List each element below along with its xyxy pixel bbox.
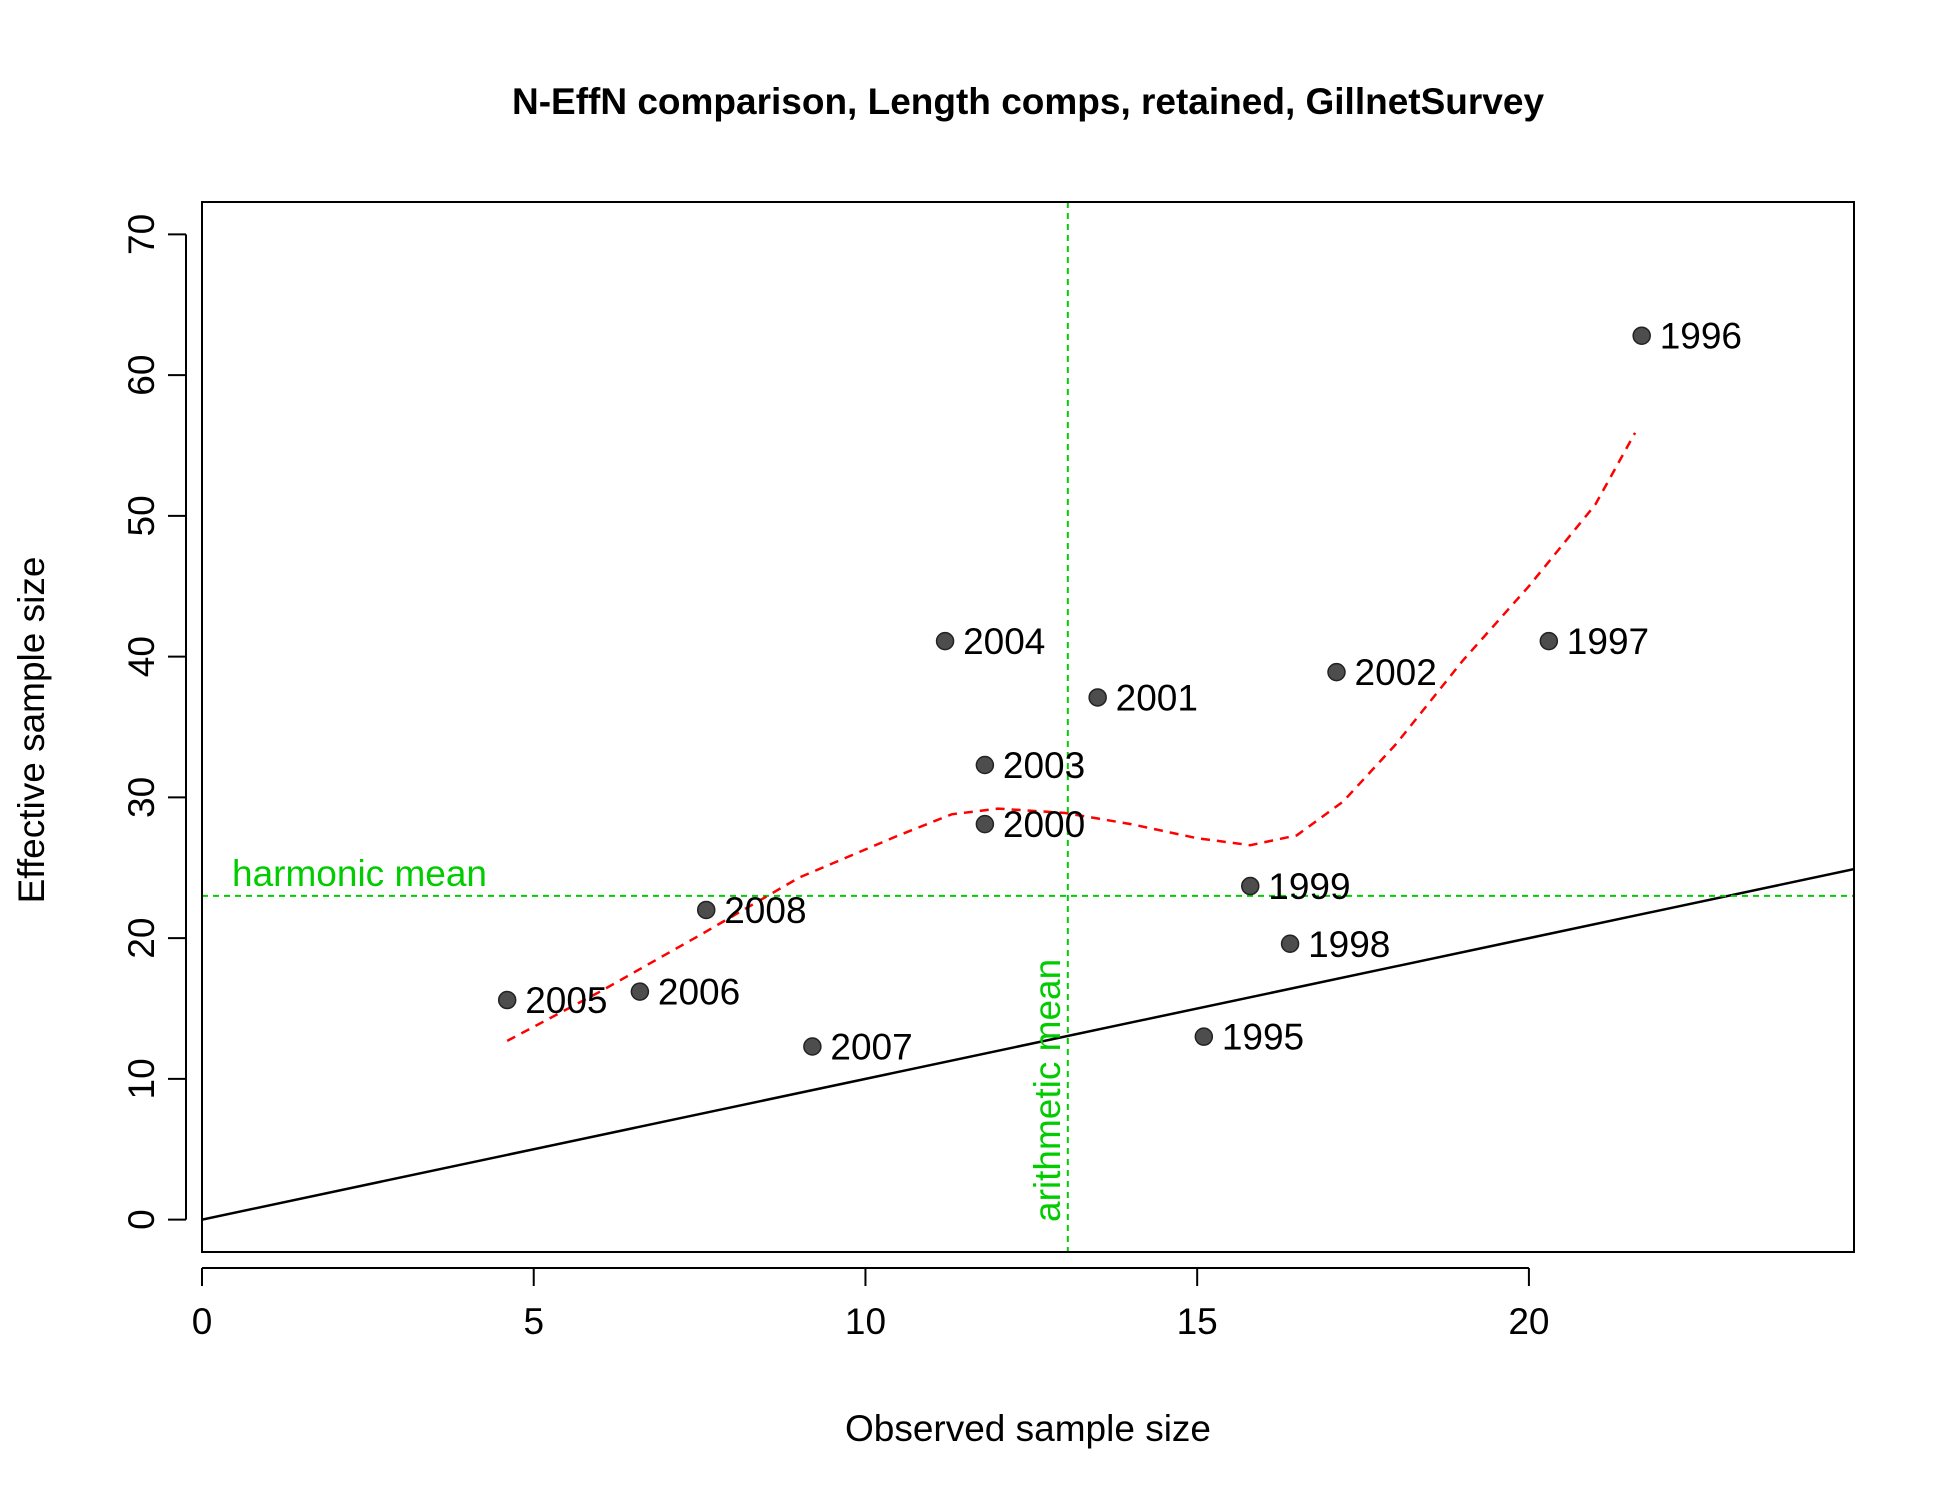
- x-tick-label: 5: [523, 1301, 544, 1342]
- data-point-2002: [1327, 662, 1346, 682]
- arithmetic-mean-label: arithmetic mean: [1027, 959, 1068, 1222]
- point-label-2008: 2008: [724, 890, 806, 931]
- data-point-2000: [975, 814, 995, 834]
- y-tick-label: 60: [121, 355, 162, 396]
- point-label-2005: 2005: [525, 980, 607, 1021]
- point-label-2003: 2003: [1003, 745, 1085, 786]
- y-tick-label: 70: [121, 214, 162, 255]
- y-tick-label: 40: [121, 636, 162, 677]
- data-point-2001: [1088, 688, 1107, 707]
- data-point-1995: [1194, 1027, 1214, 1046]
- data-point-2005: [497, 990, 517, 1010]
- point-label-1997: 1997: [1567, 621, 1649, 662]
- point-label-2004: 2004: [963, 621, 1045, 662]
- data-point-2007: [803, 1037, 822, 1056]
- x-tick-label: 10: [845, 1301, 886, 1342]
- data-point-2006: [630, 982, 650, 1001]
- harmonic-mean-label: harmonic mean: [232, 853, 487, 894]
- point-label-2001: 2001: [1116, 677, 1198, 718]
- data-point-1996: [1632, 326, 1651, 345]
- identity-line: [202, 867, 1854, 1221]
- x-tick-label: 0: [192, 1301, 213, 1342]
- data-point-2004: [935, 631, 955, 651]
- data-point-1997: [1539, 631, 1559, 651]
- y-tick-label: 50: [121, 495, 162, 536]
- reference-lines: [202, 202, 1854, 1252]
- data-marks: harmonic mean arithmetic mean 1995 1996 1997…: [232, 316, 1742, 1222]
- y-tick-label: 0: [121, 1209, 162, 1230]
- y-tick-label: 10: [121, 1058, 162, 1099]
- data-point-2008: [696, 900, 716, 920]
- y-tick-label: 20: [121, 918, 162, 959]
- point-label-2002: 2002: [1355, 652, 1437, 693]
- y-axis-label: Effective sample size: [11, 557, 52, 904]
- point-label-2006: 2006: [658, 972, 740, 1013]
- chart-title: N-EffN comparison, Length comps, retaine…: [512, 81, 1544, 122]
- x-tick-label: 15: [1177, 1301, 1218, 1342]
- data-point-2003: [975, 755, 995, 775]
- data-point-1998: [1280, 934, 1300, 954]
- point-label-2000: 2000: [1003, 804, 1085, 845]
- point-label-1995: 1995: [1222, 1017, 1304, 1058]
- smoother-line: [506, 432, 1637, 1043]
- point-label-2007: 2007: [830, 1027, 912, 1068]
- data-point-1999: [1241, 876, 1260, 896]
- plot-frame: [201, 201, 1855, 1253]
- point-label-1996: 1996: [1660, 316, 1742, 357]
- point-label-1998: 1998: [1308, 924, 1390, 965]
- y-tick-label: 30: [121, 777, 162, 818]
- point-label-1999: 1999: [1268, 866, 1350, 907]
- x-tick-label: 20: [1508, 1301, 1549, 1342]
- x-axis-label: Observed sample size: [845, 1408, 1211, 1449]
